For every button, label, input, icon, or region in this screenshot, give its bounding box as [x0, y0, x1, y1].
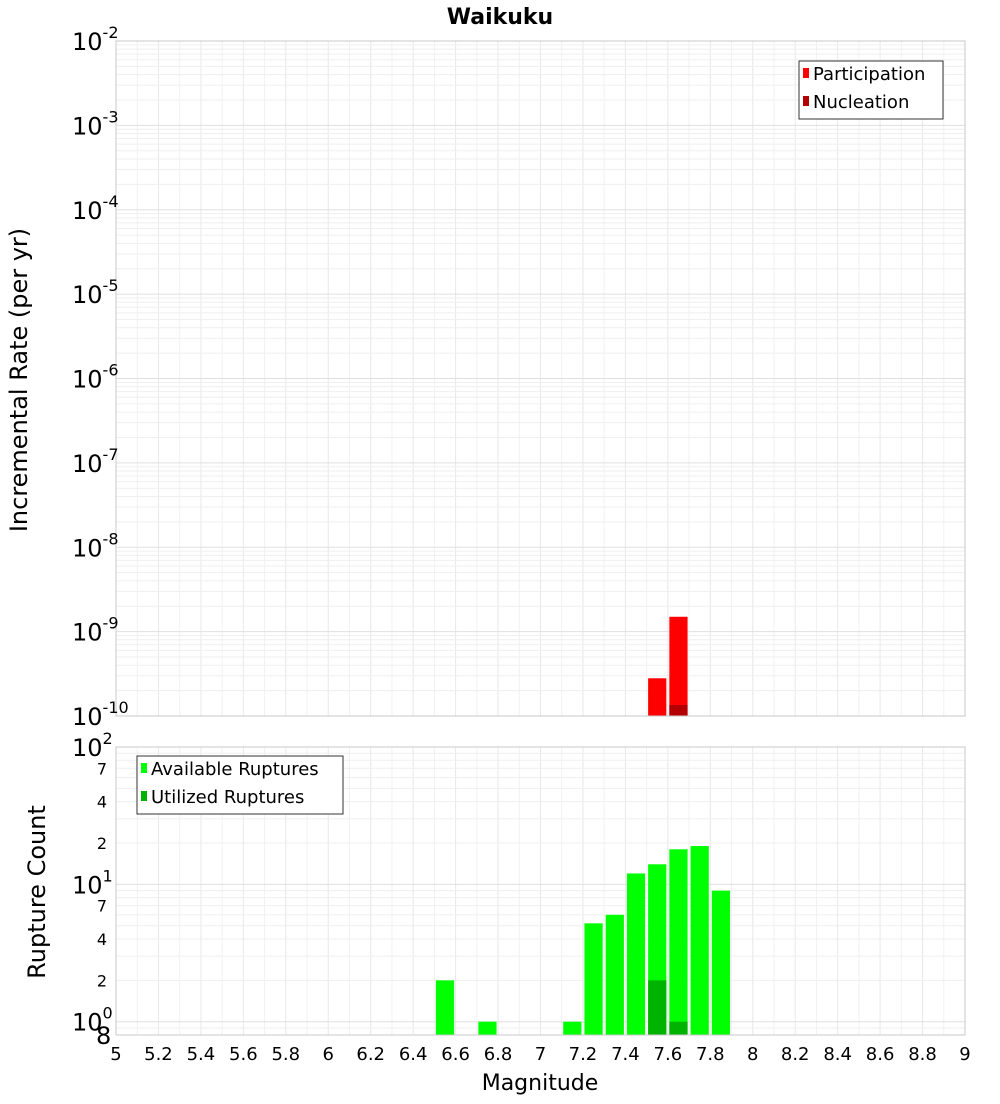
- x-tick-label: 5.2: [144, 1044, 173, 1065]
- bottom-bar-s1: [584, 923, 603, 1035]
- bottom-bar-s1: [605, 914, 624, 1035]
- top-legend-label: Participation: [813, 64, 925, 85]
- bottom-legend-swatch: [141, 763, 147, 773]
- bottom-y-tick-label: 4: [97, 793, 107, 812]
- bottom-y-tick-label: 102: [72, 729, 113, 762]
- x-tick-label: 6.8: [484, 1044, 513, 1065]
- bottom-bar-s1: [435, 980, 455, 1035]
- top-bar-s1: [648, 678, 667, 716]
- bottom-bar-s1: [690, 846, 709, 1035]
- top-y-tick-label: 10-3: [72, 107, 119, 140]
- x-axis-label: Magnitude: [482, 1071, 599, 1096]
- x-tick-label: 7.2: [569, 1044, 598, 1065]
- top-bar-s1: [669, 616, 688, 716]
- bottom-y-tick-label: 2: [97, 971, 107, 990]
- bottom-y-tick-label: 7: [97, 897, 107, 916]
- x-tick-label: 5.6: [229, 1044, 258, 1065]
- x-tick-label: 5.4: [187, 1044, 216, 1065]
- top-plot-frame: [115, 40, 966, 717]
- bottom-bar-s1: [669, 849, 688, 1035]
- bottom-y-tick-label: 101: [72, 866, 113, 899]
- x-tick-label: 8.2: [781, 1044, 810, 1065]
- x-tick-label: 8.4: [823, 1044, 852, 1065]
- top-y-tick-label: 10-2: [72, 23, 119, 56]
- top-legend-swatch: [803, 68, 809, 78]
- top-y-tick-label: 10-7: [72, 445, 119, 478]
- bottom-bar-s1: [563, 1021, 582, 1035]
- bottom-bar-s1: [711, 890, 731, 1035]
- x-tick-label: 8.6: [866, 1044, 895, 1065]
- top-y-tick-label: 10-9: [72, 614, 119, 647]
- top-y-tick-label: 10-8: [72, 529, 119, 562]
- bottom-bar-s2: [648, 980, 667, 1035]
- bottom-bar-s2: [669, 1021, 688, 1035]
- bottom-y-tick-label: 4: [97, 930, 107, 949]
- bottom-y-tick-label: 100: [72, 1004, 113, 1037]
- top-bar-s2: [669, 705, 688, 716]
- x-tick-label: 8.8: [908, 1044, 937, 1065]
- bottom-y-axis-label: Rupture Count: [23, 805, 51, 979]
- x-tick-label: 5.8: [271, 1044, 300, 1065]
- x-tick-label: 5: [110, 1044, 121, 1065]
- bottom-legend-swatch: [141, 791, 147, 801]
- bottom-bar-s1: [478, 1021, 497, 1035]
- bottom-bar-s1: [626, 873, 646, 1035]
- bottom-legend: Available Ruptures Utilized Ruptures: [136, 755, 344, 815]
- x-tick-label: 7.4: [611, 1044, 640, 1065]
- plots-layer: 10-10 10-9 10-8 10-7 10-6 10-5 10-4 10-3 10-2 Par…: [72, 23, 971, 1065]
- bottom-y-tick-label: 2: [97, 834, 107, 853]
- x-tick-label: 7.8: [696, 1044, 725, 1065]
- bottom-legend-box: [136, 755, 344, 815]
- top-legend-box: [798, 60, 944, 120]
- chart-title: Waikuku: [447, 5, 553, 30]
- top-legend-swatch: [803, 96, 809, 106]
- x-tick-label: 6: [323, 1044, 334, 1065]
- bottom-y-tick-label: 8: [96, 1022, 111, 1050]
- top-legend: Participation Nucleation: [798, 60, 944, 120]
- x-tick-label: 6.4: [399, 1044, 428, 1065]
- x-tick-label: 6.2: [356, 1044, 385, 1065]
- x-tick-label: 6.6: [441, 1044, 470, 1065]
- top-y-tick-label: 10-6: [72, 361, 119, 394]
- top-y-tick-label: 10-10: [72, 698, 129, 731]
- top-y-tick-label: 10-5: [72, 276, 119, 309]
- top-legend-label: Nucleation: [813, 92, 909, 113]
- bottom-legend-label: Available Ruptures: [151, 759, 319, 780]
- x-tick-label: 7: [535, 1044, 546, 1065]
- x-tick-label: 9: [959, 1044, 970, 1065]
- x-tick-label: 8: [747, 1044, 758, 1065]
- bottom-plot-frame: [115, 746, 966, 1036]
- x-tick-label: 7.6: [654, 1044, 683, 1065]
- top-y-tick-label: 10-4: [72, 192, 119, 225]
- top-panel: 10-10 10-9 10-8 10-7 10-6 10-5 10-4 10-3 10-2 Par…: [72, 23, 966, 731]
- bottom-legend-label: Utilized Ruptures: [151, 787, 304, 808]
- top-y-axis-label: Incremental Rate (per yr): [5, 228, 33, 532]
- bottom-y-tick-label: 7: [97, 759, 107, 778]
